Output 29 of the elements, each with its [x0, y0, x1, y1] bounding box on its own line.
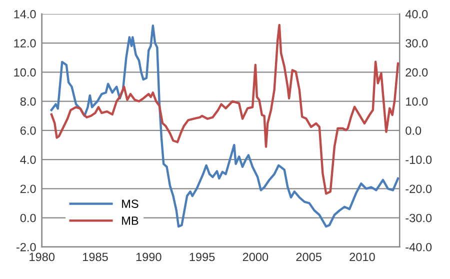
- y2-tick-label: -40.0: [406, 242, 432, 252]
- y-tick-label: 4.0: [20, 156, 36, 164]
- y2-tick-label: 20.0: [406, 68, 428, 77]
- x-tick-label: 1985: [83, 252, 108, 262]
- y-tick-label: 10.0: [14, 68, 36, 77]
- y2-tick-label: -20.0: [406, 184, 432, 194]
- legend-label: MS: [122, 200, 138, 208]
- x-tick-label: 1990: [136, 252, 162, 262]
- line-series: [50, 24, 400, 195]
- x-tick-label: 2010: [350, 252, 375, 262]
- y-tick-label: 14.0: [14, 10, 36, 18]
- x-tick-label: 1995: [190, 252, 215, 262]
- y2-tick-label: -10.0: [406, 156, 432, 164]
- y2-tick-label: 40.0: [405, 10, 428, 18]
- x-tick-label: 1980: [30, 252, 55, 262]
- y2-tick-label: 10.0: [406, 97, 428, 106]
- y2-tick-label: 0.0: [406, 126, 422, 135]
- y-tick-label: 0.0: [20, 214, 36, 222]
- y-tick-label: 8.0: [20, 97, 36, 106]
- y-tick-label: 2.0: [20, 184, 36, 194]
- x-tick-label: 2005: [296, 252, 322, 262]
- legend-label: MB: [122, 216, 138, 225]
- y-tick-label: 6.0: [20, 126, 36, 135]
- y-tick-label: -2.0: [16, 242, 36, 252]
- y2-tick-label: -30.0: [406, 214, 432, 222]
- y2-tick-label: 30.0: [406, 39, 428, 48]
- line-series: [50, 24, 400, 228]
- y-tick-label: 12.0: [14, 39, 36, 48]
- x-tick-label: 2000: [242, 252, 268, 262]
